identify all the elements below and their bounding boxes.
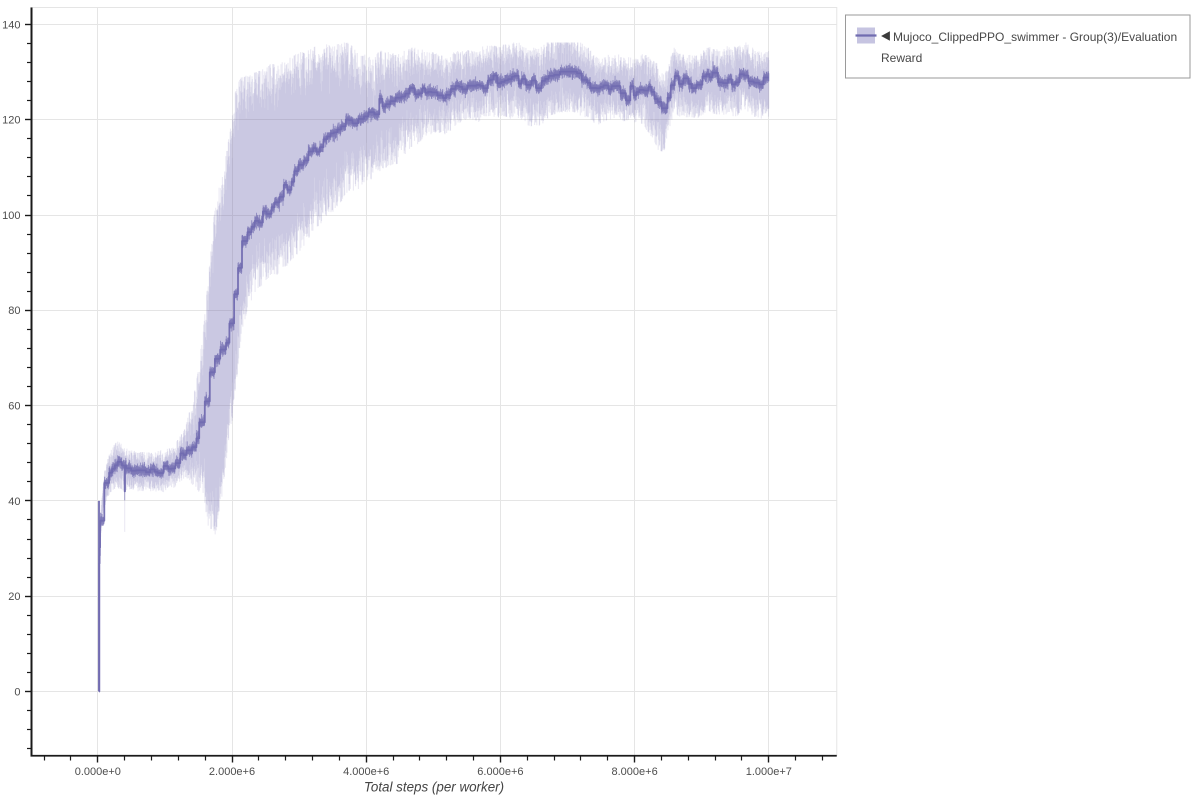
- svg-text:120: 120: [2, 115, 20, 127]
- svg-text:2.000e+6: 2.000e+6: [209, 766, 255, 778]
- svg-text:40: 40: [8, 496, 20, 508]
- svg-text:Total steps (per worker): Total steps (per worker): [364, 780, 504, 795]
- svg-text:1.000e+7: 1.000e+7: [746, 766, 792, 778]
- svg-text:8.000e+6: 8.000e+6: [612, 766, 658, 778]
- svg-text:100: 100: [2, 210, 20, 222]
- svg-text:Reward: Reward: [881, 51, 922, 65]
- svg-text:6.000e+6: 6.000e+6: [477, 766, 523, 778]
- svg-text:0.000e+0: 0.000e+0: [75, 766, 121, 778]
- svg-text:140: 140: [2, 19, 20, 31]
- svg-text:4.000e+6: 4.000e+6: [343, 766, 389, 778]
- svg-text:Mujoco_ClippedPPO_swimmer - Gr: Mujoco_ClippedPPO_swimmer - Group(3)/Eva…: [893, 30, 1177, 44]
- svg-text:60: 60: [8, 401, 20, 413]
- svg-text:0: 0: [14, 686, 20, 698]
- svg-text:80: 80: [8, 305, 20, 317]
- svg-text:20: 20: [8, 591, 20, 603]
